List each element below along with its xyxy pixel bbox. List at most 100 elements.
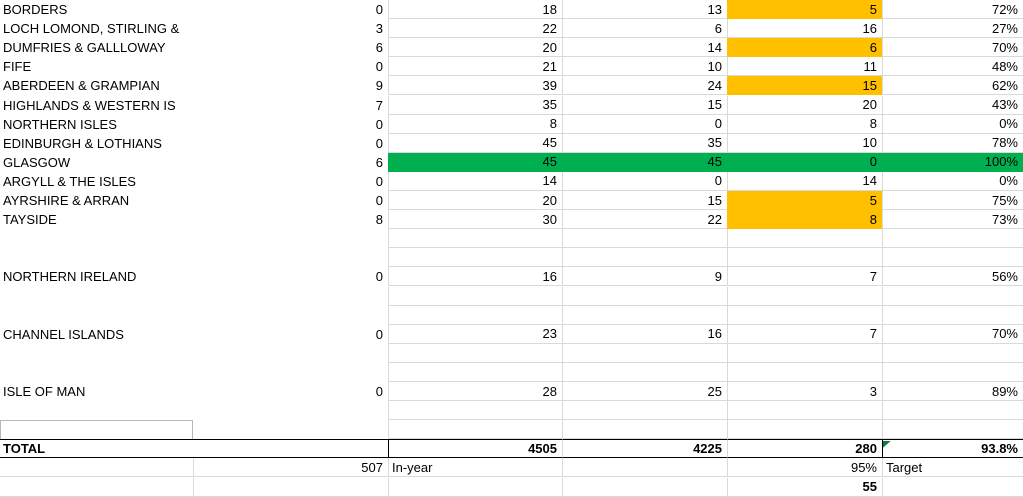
cell-col2[interactable]: 35 xyxy=(388,95,562,115)
cell-pct[interactable] xyxy=(882,286,1023,306)
cell-col2[interactable]: 8 xyxy=(388,114,562,134)
cell-col2[interactable]: 45 xyxy=(388,133,562,153)
cell-col2[interactable]: 18 xyxy=(388,0,562,20)
cell-col1[interactable]: 7 xyxy=(375,97,383,113)
cell-pct[interactable]: 70% xyxy=(882,38,1023,58)
cell-empty[interactable] xyxy=(388,477,562,497)
cell-col4[interactable]: 5 xyxy=(727,0,882,20)
cell-col1[interactable]: 3 xyxy=(375,21,383,37)
cell-pct[interactable]: 100% xyxy=(882,152,1023,172)
cell-target-label[interactable]: Target xyxy=(882,458,1023,478)
cell-col3[interactable]: 14 xyxy=(562,38,727,58)
cell-col2[interactable]: 45 xyxy=(388,152,562,172)
cell-pct[interactable]: 0% xyxy=(882,114,1023,134)
cell-col3[interactable]: 0 xyxy=(562,114,727,134)
cell-col3[interactable]: 24 xyxy=(562,76,727,96)
cell-region-label[interactable]: LOCH LOMOND, STIRLING & xyxy=(3,21,180,37)
cell-region-label[interactable]: TAYSIDE xyxy=(3,212,57,228)
cell-target-value[interactable]: 95% xyxy=(727,458,882,478)
cell-col1[interactable] xyxy=(193,248,388,267)
cell-col3[interactable] xyxy=(562,362,727,382)
cell-empty[interactable] xyxy=(562,458,727,478)
cell-col2[interactable]: 20 xyxy=(388,38,562,58)
cell-col1[interactable]: 0 xyxy=(375,116,383,132)
cell-region-label[interactable]: ISLE OF MAN xyxy=(3,384,86,400)
cell-col3[interactable]: 22 xyxy=(562,210,727,230)
cell-region-label[interactable]: NORTHERN ISLES xyxy=(3,116,117,132)
cell-region-label[interactable] xyxy=(0,248,193,267)
cell-region-label[interactable] xyxy=(0,229,193,248)
cell-pct[interactable]: 56% xyxy=(882,267,1023,287)
cell-col3[interactable]: 25 xyxy=(562,382,727,402)
cell-col3[interactable] xyxy=(562,401,727,421)
cell-col4[interactable]: 16 xyxy=(727,19,882,39)
cell-pct[interactable]: 27% xyxy=(882,19,1023,39)
cell-empty[interactable] xyxy=(193,477,388,497)
cell-empty[interactable] xyxy=(0,478,193,497)
empty-bordered-cell[interactable] xyxy=(0,420,193,440)
cell-col4[interactable] xyxy=(727,305,882,325)
cell-pct[interactable] xyxy=(882,305,1023,325)
cell-col2[interactable] xyxy=(388,286,562,306)
cell-col2[interactable] xyxy=(388,362,562,382)
cell-col3[interactable]: 10 xyxy=(562,57,727,77)
cell-pct[interactable] xyxy=(882,229,1023,249)
cell-col1[interactable] xyxy=(193,344,388,363)
cell-empty[interactable] xyxy=(882,477,1023,497)
cell-col2[interactable]: 28 xyxy=(388,382,562,402)
cell-col4[interactable]: 5 xyxy=(727,191,882,211)
cell-col3[interactable]: 15 xyxy=(562,191,727,211)
cell-col4[interactable] xyxy=(727,420,882,440)
cell-col2[interactable]: 20 xyxy=(388,191,562,211)
cell-in-year-value[interactable]: 507 xyxy=(193,458,388,478)
cell-col1[interactable] xyxy=(193,420,388,439)
cell-col1[interactable]: 0 xyxy=(375,59,383,75)
cell-region-label[interactable]: ARGYLL & THE ISLES xyxy=(3,173,136,189)
cell-pct[interactable]: 0% xyxy=(882,171,1023,191)
cell-region-label[interactable]: BORDERS xyxy=(3,2,68,18)
cell-col4[interactable]: 8 xyxy=(727,114,882,134)
cell-col4[interactable]: 14 xyxy=(727,171,882,191)
cell-col4[interactable]: 3 xyxy=(727,382,882,402)
cell-col2[interactable]: 23 xyxy=(388,324,562,344)
cell-total-pct[interactable]: 93.8% xyxy=(882,439,1023,459)
cell-col2[interactable]: 39 xyxy=(388,76,562,96)
cell-col3[interactable]: 16 xyxy=(562,324,727,344)
cell-col3[interactable] xyxy=(562,229,727,249)
cell-empty[interactable] xyxy=(562,477,727,497)
cell-col4[interactable]: 0 xyxy=(727,152,882,172)
cell-remaining-value[interactable]: 55 xyxy=(727,477,882,497)
cell-col3[interactable] xyxy=(562,305,727,325)
cell-region-label[interactable] xyxy=(0,401,193,420)
cell-total-col1[interactable] xyxy=(193,439,388,459)
cell-pct[interactable]: 75% xyxy=(882,191,1023,211)
cell-region-label[interactable]: ABERDEEN & GRAMPIAN xyxy=(3,78,160,94)
cell-col2[interactable] xyxy=(388,305,562,325)
cell-col1[interactable]: 0 xyxy=(375,135,383,151)
cell-col2[interactable] xyxy=(388,229,562,249)
cell-region-label[interactable]: CHANNEL ISLANDS xyxy=(3,326,124,342)
cell-pct[interactable] xyxy=(882,420,1023,440)
cell-col4[interactable]: 15 xyxy=(727,76,882,96)
cell-region-label[interactable]: NORTHERN IRELAND xyxy=(3,269,137,285)
cell-total-col3[interactable]: 4225 xyxy=(562,439,727,459)
cell-col4[interactable] xyxy=(727,286,882,306)
cell-col2[interactable]: 22 xyxy=(388,19,562,39)
cell-col2[interactable]: 16 xyxy=(388,267,562,287)
cell-pct[interactable]: 70% xyxy=(882,324,1023,344)
cell-col1[interactable] xyxy=(193,306,388,325)
cell-col2[interactable] xyxy=(388,420,562,440)
cell-col1[interactable]: 6 xyxy=(375,154,383,170)
cell-col3[interactable]: 9 xyxy=(562,267,727,287)
cell-col1[interactable] xyxy=(193,287,388,306)
cell-col2[interactable] xyxy=(388,401,562,421)
cell-col4[interactable] xyxy=(727,229,882,249)
cell-region-label[interactable]: GLASGOW xyxy=(3,154,71,170)
cell-col4[interactable] xyxy=(727,248,882,268)
cell-col1[interactable] xyxy=(193,363,388,382)
cell-region-label[interactable] xyxy=(0,287,193,306)
cell-region-label[interactable]: HIGHLANDS & WESTERN IS xyxy=(3,97,176,113)
cell-pct[interactable]: 62% xyxy=(882,76,1023,96)
cell-pct[interactable]: 73% xyxy=(882,210,1023,230)
cell-col2[interactable]: 21 xyxy=(388,57,562,77)
